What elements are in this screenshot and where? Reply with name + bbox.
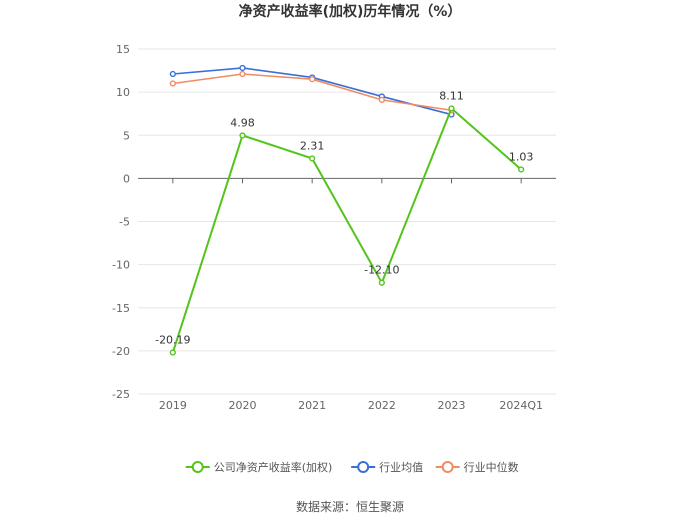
legend-item-2[interactable]: 行业中位数 [435,460,519,474]
data-point[interactable] [518,166,525,173]
data-point[interactable] [239,70,246,78]
data-point[interactable] [378,279,385,286]
data-label: 4.98 [230,116,255,129]
y-tick-label: 0 [123,172,130,185]
x-tick-label: 2020 [229,399,257,412]
legend-label: 行业均值 [379,461,423,474]
x-tick-label: 2023 [438,399,466,412]
x-tick-label: 2022 [368,399,396,412]
data-point[interactable] [378,96,385,103]
data-source: 数据来源：恒生聚源 [296,499,404,514]
y-tick-label: -20 [112,345,130,358]
data-point[interactable] [169,70,176,78]
y-tick-label: 15 [116,43,130,56]
data-point[interactable] [309,76,316,83]
y-tick-label: 5 [123,129,130,142]
x-tick-label: 2024Q1 [499,399,543,412]
data-label: 1.03 [509,150,534,163]
legend-label: 行业中位数 [464,460,519,474]
series-line [171,106,522,353]
y-axis: 15 10 5 0 -5 -10 -15 -20 -25 [112,43,130,401]
y-tick-label: -5 [119,216,130,229]
legend-label: 公司净资产收益率(加权) [214,460,333,474]
data-point[interactable] [169,80,176,87]
legend-marker-icon [191,461,204,473]
data-point[interactable] [239,132,246,139]
data-label: -12.10 [364,264,399,277]
x-tick-label: 2021 [298,399,326,412]
data-point[interactable] [309,155,316,162]
chart-legend[interactable]: 公司净资产收益率(加权) 行业均值 行业中位数 [185,460,519,474]
legend-item-1[interactable]: 行业均值 [351,461,423,474]
x-axis: 2019 2020 2021 2022 2023 2024Q1 [159,178,543,412]
y-tick-label: -10 [112,259,130,272]
data-label: 8.11 [439,89,464,102]
data-point[interactable] [169,349,176,356]
data-point[interactable] [448,105,455,112]
series-0: -20.19 4.98 2.31 -12.10 8.11 1.03 [155,89,534,356]
legend-marker-icon [441,461,454,473]
y-tick-label: -15 [112,302,130,315]
series-1 [169,64,455,118]
legend-item-0[interactable]: 公司净资产收益率(加权) [185,460,333,474]
chart-title: 净资产收益率(加权)历年情况（%） [239,3,462,20]
data-point[interactable] [239,64,246,72]
y-tick-label: 10 [116,86,130,99]
legend-marker-icon [357,461,370,473]
y-tick-label: -25 [112,388,130,401]
data-label: 2.31 [300,139,325,152]
data-label: -20.19 [155,334,190,347]
x-tick-label: 2019 [159,399,187,412]
chart-series: -20.19 4.98 2.31 -12.10 8.11 1.03 [155,64,534,356]
